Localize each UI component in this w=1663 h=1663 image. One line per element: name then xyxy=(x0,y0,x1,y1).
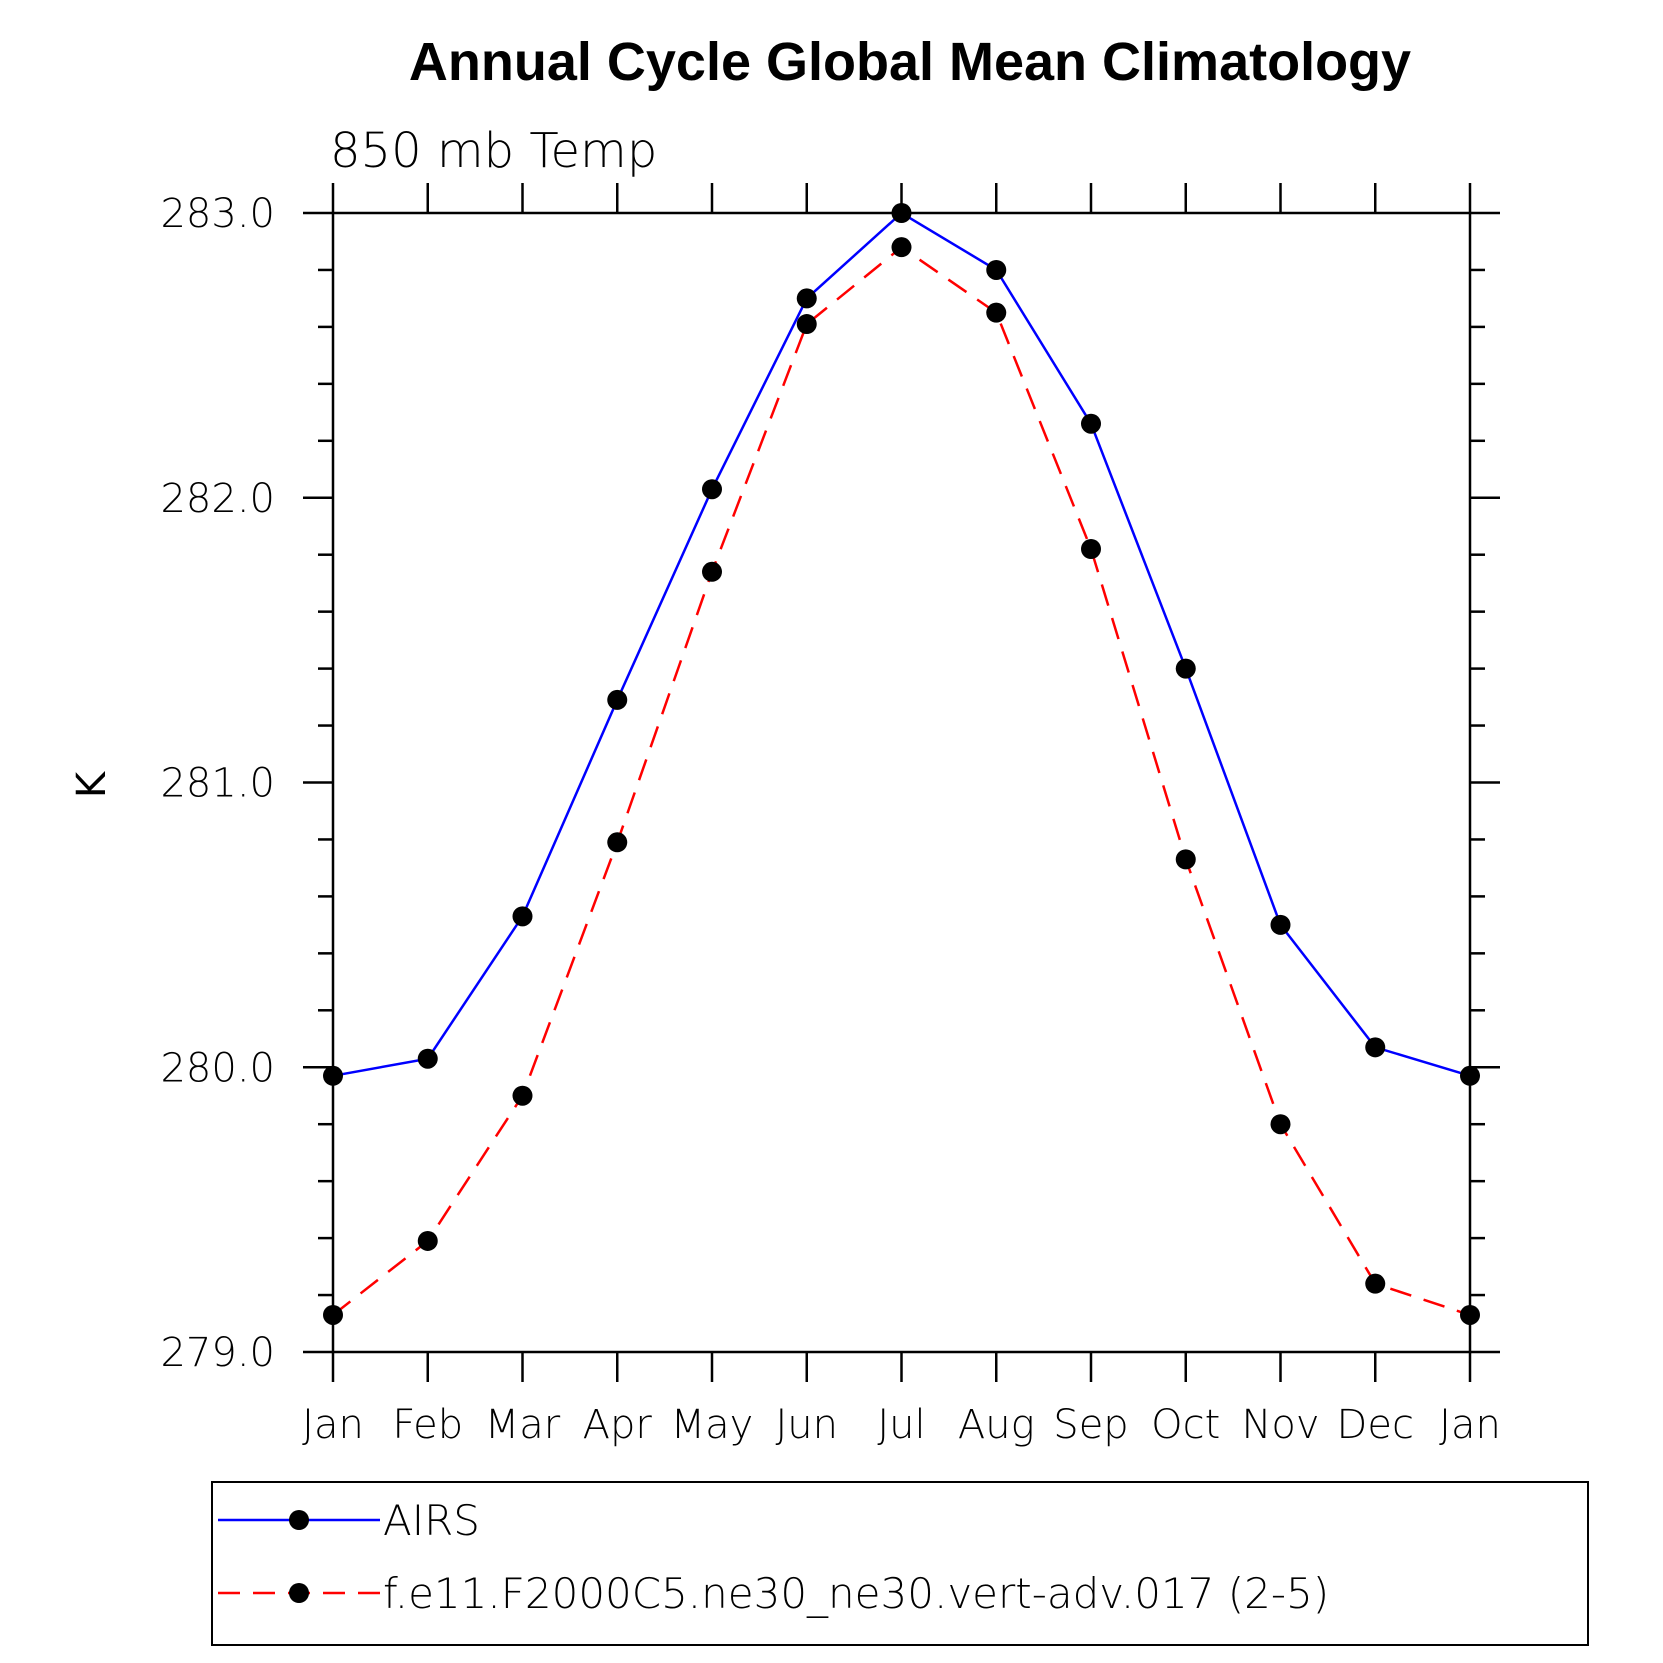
x-tick-label: Jul xyxy=(877,1402,925,1448)
y-tick-label: 281.0 xyxy=(160,761,275,807)
data-point xyxy=(796,314,817,335)
data-point xyxy=(607,689,628,710)
legend-frame xyxy=(211,1481,1589,1646)
series-layer xyxy=(323,203,1480,1325)
data-point xyxy=(796,288,817,309)
x-tick-label: Oct xyxy=(1151,1402,1220,1448)
legend: AIRS f.e11.F2000C5.ne30_ne30.vert-adv.017… xyxy=(211,1481,1589,1646)
y-axis-label: K xyxy=(69,770,115,798)
chart-subtitle: 850 mb Temp xyxy=(330,123,657,179)
data-point xyxy=(1460,1304,1480,1325)
legend-label: f.e11.F2000C5.ne30_ne30.vert-adv.017 (2-… xyxy=(383,1569,1329,1618)
data-point xyxy=(986,302,1007,323)
x-tick-label: Aug xyxy=(958,1402,1035,1448)
y-tick-label: 283.0 xyxy=(160,191,275,237)
series-line xyxy=(332,245,1471,1317)
data-point xyxy=(512,906,533,927)
y-tick-label: 282.0 xyxy=(160,476,275,522)
y-tick-label: 279.0 xyxy=(160,1330,275,1376)
data-point xyxy=(417,1048,438,1069)
data-point xyxy=(1081,539,1101,560)
data-point xyxy=(702,479,722,500)
data-point xyxy=(323,1065,343,1086)
data-point xyxy=(702,561,722,582)
data-point xyxy=(1175,658,1196,679)
axes: 279.0 280.0 281.0 282.0 283.0 Jan Feb Mar Apr May… xyxy=(160,183,1501,1448)
data-point xyxy=(607,832,628,853)
x-tick-label: Mar xyxy=(485,1402,561,1448)
legend-marker xyxy=(289,1583,309,1603)
data-point xyxy=(986,259,1007,280)
data-point xyxy=(1175,849,1196,870)
x-tick-label: Jun xyxy=(776,1402,839,1448)
legend-label: AIRS xyxy=(383,1496,480,1545)
x-tick-label: Nov xyxy=(1241,1402,1319,1448)
series-1 xyxy=(323,203,1480,1086)
data-point xyxy=(512,1085,533,1106)
data-point xyxy=(1365,1273,1386,1294)
legend-marker xyxy=(289,1510,309,1530)
data-point xyxy=(1270,914,1291,935)
series-2 xyxy=(323,237,1480,1325)
y-tick-label: 280.0 xyxy=(160,1045,275,1091)
data-point xyxy=(417,1230,438,1251)
data-point xyxy=(1365,1037,1386,1058)
data-point xyxy=(1081,413,1101,434)
data-point xyxy=(323,1304,343,1325)
x-tick-label: Dec xyxy=(1337,1402,1414,1448)
plot-frame xyxy=(331,211,1472,1354)
data-point xyxy=(891,203,912,223)
chart-title: Annual Cycle Global Mean Climatology xyxy=(409,32,1411,92)
x-tick-label: Feb xyxy=(392,1402,463,1448)
data-point xyxy=(891,237,912,258)
x-tick-label: Jan xyxy=(1439,1402,1501,1448)
data-point xyxy=(1270,1114,1291,1135)
series-line xyxy=(332,211,1471,1078)
data-point xyxy=(1460,1065,1480,1086)
x-tick-label: Jan xyxy=(302,1402,364,1448)
x-tick-label: Sep xyxy=(1053,1402,1128,1448)
x-tick-label: Apr xyxy=(583,1402,653,1448)
x-tick-label: May xyxy=(671,1402,754,1448)
